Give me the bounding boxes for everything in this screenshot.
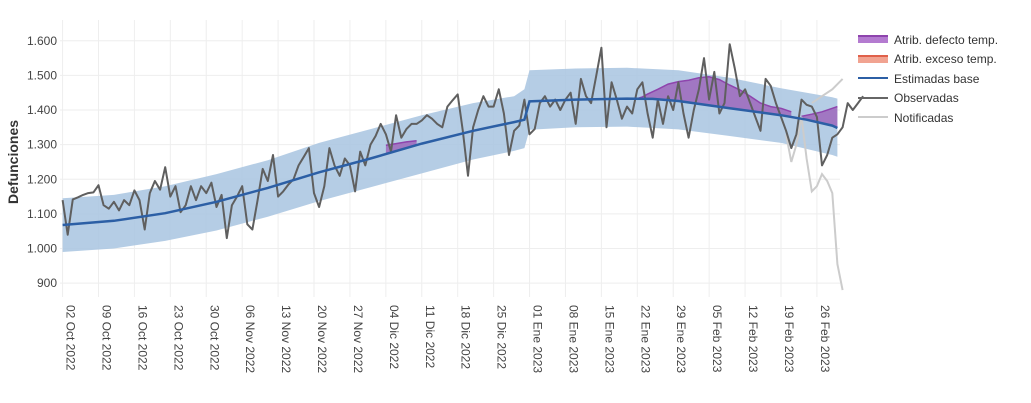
x-tick-label-2: 16 Oct 2022	[135, 305, 149, 371]
legend-label-defect: Atrib. defecto temp.	[894, 32, 999, 47]
legend-item-observed[interactable]: Observadas	[858, 89, 998, 109]
y-tick-label-5: 1.400	[27, 103, 57, 117]
x-tick-label-0: 02 Oct 2022	[64, 305, 78, 371]
y-tick-label-1: 1.000	[27, 242, 57, 256]
legend-label-observed: Observadas	[894, 91, 959, 106]
y-tick-label-2: 1.100	[27, 207, 57, 221]
legend-label-excess: Atrib. exceso temp.	[894, 52, 997, 67]
legend-label-baseline: Estimadas base	[894, 71, 980, 86]
legend-label-notified: Notificadas	[894, 110, 954, 125]
notified-upper-line	[811, 78, 844, 104]
y-tick-labels: 900 1.000 1.100 1.200 1.300 1.400 1.500 1.600	[27, 34, 57, 290]
x-tick-label-9: 04 Dic 2022	[387, 305, 401, 369]
baseline-line	[62, 97, 838, 227]
x-tick-label-10: 11 Dic 2022	[423, 305, 437, 368]
legend-item-defect[interactable]: Atrib. defecto temp.	[858, 30, 998, 50]
x-tick-label-11: 18 Dic 2022	[459, 305, 473, 369]
legend-item-excess[interactable]: Atrib. exceso temp.	[858, 50, 998, 70]
x-tick-labels: 02 Oct 2022 09 Oct 2022 16 Oct 2022 23 Oct …	[64, 305, 832, 373]
legend: Atrib. defecto temp. Atrib. exceso temp.…	[858, 30, 998, 128]
x-tick-label-3: 23 Oct 2022	[171, 305, 185, 371]
notified-line	[785, 116, 844, 291]
x-tick-label-4: 30 Oct 2022	[207, 305, 221, 371]
x-tick-label-1: 09 Oct 2022	[99, 305, 113, 371]
legend-swatch-observed	[858, 94, 888, 103]
y-tick-label-7: 1.600	[27, 34, 57, 48]
x-tick-label-17: 29 Ene 2023	[674, 305, 688, 373]
series-lines	[61, 43, 864, 291]
legend-swatch-defect	[858, 35, 888, 44]
y-tick-label-0: 900	[37, 276, 57, 290]
x-tick-label-15: 15 Ene 2023	[602, 305, 616, 373]
x-tick-label-7: 20 Nov 2022	[315, 305, 329, 373]
legend-item-notified[interactable]: Notificadas	[858, 108, 998, 128]
x-tick-label-21: 26 Feb 2023	[818, 305, 832, 373]
x-tick-label-5: 06 Nov 2022	[243, 305, 257, 373]
x-tick-label-13: 01 Ene 2023	[531, 305, 545, 373]
y-tick-label-3: 1.200	[27, 172, 57, 186]
defect-area-0	[637, 76, 792, 117]
x-tick-label-19: 12 Feb 2023	[746, 305, 760, 373]
x-tick-label-14: 08 Ene 2023	[566, 305, 580, 373]
x-tick-label-20: 19 Feb 2023	[782, 305, 796, 373]
y-tick-label-4: 1.300	[27, 138, 57, 152]
x-tick-label-6: 13 Nov 2022	[279, 305, 293, 373]
legend-swatch-notified	[858, 113, 888, 122]
legend-swatch-baseline	[858, 74, 888, 83]
x-tick-label-16: 22 Ene 2023	[638, 305, 652, 373]
defect-area-2	[801, 106, 838, 128]
legend-swatch-excess	[858, 54, 888, 64]
x-tick-label-12: 25 Dic 2022	[495, 305, 509, 369]
y-tick-label-6: 1.500	[27, 68, 57, 82]
y-axis-label: Defunciones	[5, 120, 21, 204]
legend-item-baseline[interactable]: Estimadas base	[858, 69, 998, 89]
observed-line	[61, 43, 864, 240]
x-tick-label-8: 27 Nov 2022	[351, 305, 365, 373]
x-tick-label-18: 05 Feb 2023	[710, 305, 724, 373]
defect-edge-2	[801, 105, 838, 118]
